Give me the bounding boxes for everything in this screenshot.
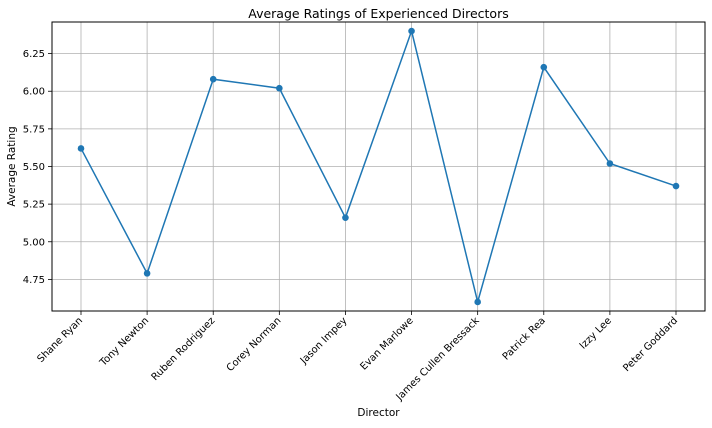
y-tick-label: 5.00 (23, 237, 45, 248)
data-point (540, 63, 548, 71)
chart-title: Average Ratings of Experienced Directors (248, 6, 508, 21)
data-point (606, 160, 614, 167)
series-line (80, 28, 677, 305)
x-tick-label: Tony Newton (97, 315, 151, 369)
y-tick-label: 6.25 (23, 49, 45, 60)
series (77, 27, 680, 306)
y-tick-label: 5.50 (23, 162, 45, 173)
y-axis: 4.75 5.00 5.25 5.50 5.75 6.00 6.25 (23, 49, 52, 286)
data-point (209, 75, 217, 83)
data-point (408, 27, 415, 35)
grid (52, 22, 705, 311)
y-tick-label: 5.25 (23, 200, 45, 211)
x-tick-label: Corey Norman (225, 315, 284, 374)
x-tick-label: Izzy Lee (578, 315, 614, 351)
x-axis-label: Director (357, 407, 400, 419)
y-tick-label: 5.75 (23, 124, 45, 135)
y-axis-label: Average Rating (6, 126, 18, 206)
data-point (143, 270, 151, 277)
x-tick-label: Jason Impey (298, 315, 350, 367)
data-point (276, 84, 283, 92)
data-point (77, 145, 85, 152)
x-tick-label: Ruben Rodriguez (150, 315, 218, 383)
y-tick-label: 6.00 (23, 87, 45, 98)
x-tick-label: Evan Marlowe (358, 315, 415, 372)
data-point (672, 182, 680, 190)
x-tick-label: Peter Goddard (621, 315, 680, 374)
x-tick-label: Shane Ryan (35, 315, 85, 365)
data-point (474, 298, 481, 306)
y-tick-label: 4.75 (23, 275, 45, 286)
x-tick-label: Patrick Rea (501, 315, 548, 362)
data-point (342, 214, 349, 221)
